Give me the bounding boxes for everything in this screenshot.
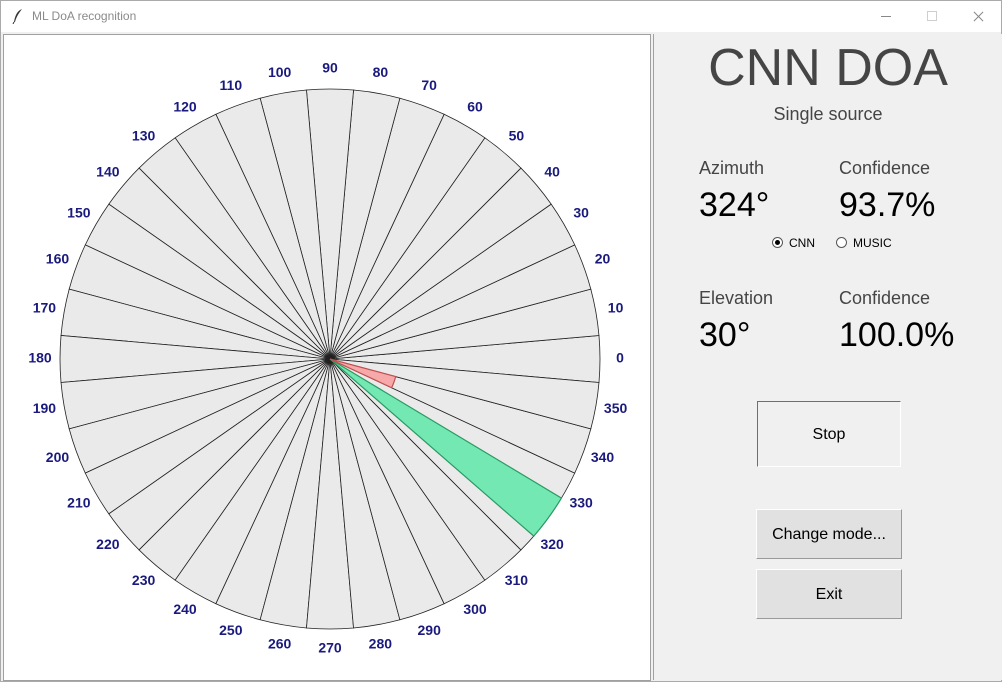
angle-label: 240 <box>173 601 197 617</box>
panel-subtitle: Single source <box>773 104 883 124</box>
radio-music[interactable]: MUSIC <box>836 236 892 250</box>
polar-plot: 0 10 20 30 40 50 60 70 80 90 100 110 120 130 140 150 160… <box>28 60 628 656</box>
angle-label: 310 <box>505 572 529 588</box>
angle-label: 330 <box>569 495 593 511</box>
minimize-button[interactable] <box>863 1 909 32</box>
angle-label: 100 <box>268 64 292 80</box>
exit-button[interactable]: Exit <box>756 569 902 619</box>
angle-label: 280 <box>369 635 393 651</box>
close-button[interactable] <box>955 1 1001 32</box>
radio-music-label: MUSIC <box>853 236 892 250</box>
azimuth-confidence-label: Confidence <box>839 158 931 178</box>
angle-label: 10 <box>608 299 624 315</box>
polar-plot-canvas: 0 10 20 30 40 50 60 70 80 90 100 110 120 130 140 150 160… <box>3 34 651 681</box>
panel-title: CNN DOA <box>708 39 948 97</box>
radio-cnn-label: CNN <box>789 236 815 250</box>
music-estimate-sector <box>329 358 397 389</box>
azimuth-value: 324° <box>699 186 770 224</box>
angle-label: 350 <box>604 400 628 416</box>
angle-label: 270 <box>318 640 342 656</box>
angle-label: 200 <box>46 449 70 465</box>
stop-button[interactable]: Stop <box>757 401 901 467</box>
window-title: ML DoA recognition <box>32 9 137 23</box>
angle-label: 30 <box>573 205 589 221</box>
elevation-value: 30° <box>699 316 751 354</box>
radio-checked-icon <box>772 237 783 248</box>
angle-label: 260 <box>268 635 292 651</box>
maximize-button[interactable] <box>909 1 955 32</box>
angle-label: 230 <box>132 572 156 588</box>
title-bar[interactable]: ML DoA recognition <box>1 1 1001 32</box>
azimuth-confidence-value: 93.7% <box>839 186 936 224</box>
angle-label: 20 <box>595 251 611 267</box>
angle-label: 220 <box>96 536 120 552</box>
angle-label: 190 <box>33 400 57 416</box>
sector-350 <box>329 358 600 430</box>
angle-label: 300 <box>463 601 487 617</box>
angle-label: 250 <box>219 622 243 638</box>
angle-label: 120 <box>173 99 197 115</box>
angle-label: 70 <box>421 77 437 93</box>
angle-label: 40 <box>544 163 560 179</box>
elevation-label: Elevation <box>699 288 774 308</box>
angle-label: 340 <box>591 449 615 465</box>
radio-cnn[interactable]: CNN <box>772 236 815 250</box>
angle-label: 90 <box>322 60 338 76</box>
elevation-confidence-value: 100.0% <box>839 316 955 354</box>
radio-unchecked-icon <box>836 237 847 248</box>
cnn-estimate-sector <box>329 358 563 537</box>
angle-label: 150 <box>67 205 91 221</box>
angle-label: 180 <box>28 350 52 366</box>
angle-label: 60 <box>467 99 483 115</box>
angle-label: 130 <box>132 128 156 144</box>
angle-label: 320 <box>540 536 564 552</box>
angle-label: 0 <box>616 350 624 366</box>
angle-label: 290 <box>418 622 442 638</box>
azimuth-label: Azimuth <box>699 158 765 178</box>
feather-icon <box>12 9 22 24</box>
angle-label: 140 <box>96 163 120 179</box>
change-mode-button[interactable]: Change mode... <box>756 509 902 559</box>
angle-label: 210 <box>67 495 91 511</box>
elevation-confidence-label: Confidence <box>839 288 931 308</box>
angle-label: 80 <box>373 64 389 80</box>
angle-label: 50 <box>509 128 525 144</box>
angle-label: 170 <box>33 299 57 315</box>
angle-label: 160 <box>46 251 70 267</box>
angle-label: 110 <box>220 77 243 93</box>
info-panel: CNN DOA Single source Azimuth Confidence… <box>653 34 1002 680</box>
